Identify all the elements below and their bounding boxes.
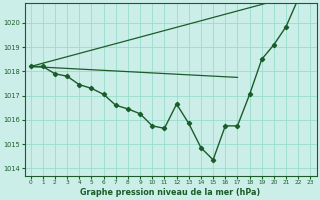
X-axis label: Graphe pression niveau de la mer (hPa): Graphe pression niveau de la mer (hPa)	[80, 188, 261, 197]
